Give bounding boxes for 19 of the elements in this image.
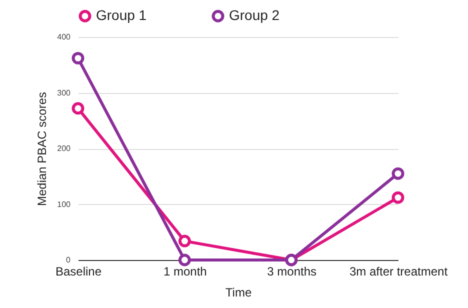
x-axis-title: Time <box>225 286 252 300</box>
x-tick-label: 3 months <box>267 264 317 278</box>
y-tick-label: 200 <box>57 144 72 153</box>
point <box>392 191 404 204</box>
x-tick-label: Baseline <box>55 264 102 278</box>
legend-label: Group 2 <box>229 7 280 24</box>
y-tick-label: 100 <box>57 200 72 209</box>
point <box>178 254 191 266</box>
x-tick-label: 3m after treatment <box>349 264 448 278</box>
point <box>392 167 404 180</box>
legend-label: Group 1 <box>96 7 147 24</box>
y-tick-label: 0 <box>66 256 72 264</box>
y-tick-label: 400 <box>57 32 72 42</box>
point <box>72 52 84 64</box>
point <box>72 102 84 115</box>
y-tick-label: 300 <box>57 88 72 98</box>
point <box>178 234 191 248</box>
x-tick-label: 1 month <box>163 264 207 278</box>
y-axis-title: Median PBAC scores <box>35 92 50 206</box>
